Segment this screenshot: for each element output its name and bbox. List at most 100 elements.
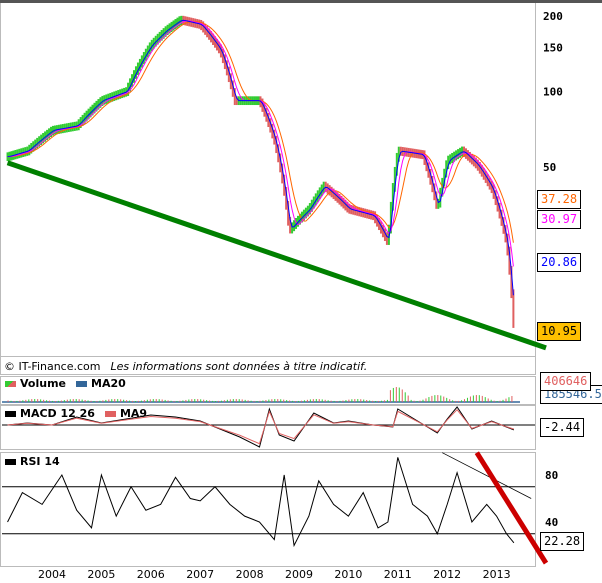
volume-bar: [10, 400, 12, 402]
volume-bar: [481, 395, 483, 402]
price-candle: [210, 31, 213, 43]
rsi-value: 22.28: [540, 532, 585, 551]
year-label: 2007: [186, 568, 215, 581]
price-candle: [81, 114, 84, 126]
volume-bar: [146, 399, 148, 402]
volume-bar: [63, 400, 65, 402]
volume-legend: Volume MA20: [5, 377, 126, 390]
price-candle: [271, 123, 274, 139]
volume-bar: [292, 400, 294, 402]
volume-bar: [395, 387, 397, 402]
price-candle: [99, 97, 102, 108]
price-candle: [44, 131, 47, 142]
volume-label: Volume: [20, 377, 66, 390]
volume-bar: [366, 400, 368, 402]
volume-bar: [351, 399, 353, 402]
macd-line: [7, 406, 515, 448]
volume-bar: [155, 399, 157, 402]
volume-bar: [461, 400, 463, 402]
price-candle: [464, 148, 467, 159]
volume-bar: [392, 387, 394, 402]
price-candle: [291, 222, 294, 234]
volume-bar: [54, 400, 56, 402]
price-candle: [95, 100, 98, 112]
ma-short-line: [7, 19, 514, 296]
price-candle: [344, 199, 347, 211]
price-candle: [229, 73, 232, 90]
price-candle: [310, 199, 313, 212]
volume-bar: [452, 400, 454, 402]
price-candle: [277, 144, 280, 163]
price-candle: [32, 141, 35, 152]
price-candle: [300, 211, 303, 223]
price-candle: [504, 225, 507, 243]
volume-bar: [25, 399, 27, 402]
price-candle: [466, 150, 469, 161]
price-candle: [168, 23, 171, 34]
volume-bar: [16, 400, 18, 402]
price-candle: [279, 153, 282, 173]
price-candle: [316, 190, 319, 203]
price-candle: [492, 184, 495, 199]
rsi-trendline: [442, 452, 532, 499]
volume-bar: [478, 395, 480, 402]
price-candle: [140, 55, 143, 68]
price-candle: [38, 136, 41, 147]
volume-bar: [342, 400, 344, 402]
price-candle: [320, 184, 323, 197]
price-candle: [338, 194, 341, 205]
price-candle: [287, 200, 290, 226]
price-candle: [427, 162, 430, 178]
volume-bar: [277, 399, 279, 402]
price-candle: [346, 201, 349, 213]
volume-bar: [300, 400, 302, 402]
panel-frame: [0, 356, 536, 375]
price-candle: [328, 185, 331, 196]
rsi-line: [7, 457, 515, 548]
volume-bar: [40, 399, 42, 402]
price-candle: [431, 175, 434, 193]
price-candle: [101, 95, 104, 106]
price-candle: [144, 48, 147, 61]
ma20-label: MA20: [91, 377, 126, 390]
volume-bar: [57, 400, 59, 402]
price-candle: [142, 52, 145, 65]
rsi-legend: RSI 14: [5, 455, 60, 468]
volume-bar: [271, 399, 273, 402]
price-candle: [314, 193, 317, 206]
volume-bar: [152, 399, 154, 402]
price-candle: [476, 159, 479, 171]
volume-bar: [502, 399, 504, 402]
volume-bar: [416, 400, 418, 402]
price-candle: [202, 21, 205, 33]
volume-bar: [111, 399, 113, 402]
volume-bar: [179, 400, 181, 402]
price-candle: [488, 177, 491, 190]
year-label: 2010: [334, 568, 363, 581]
volume-bar: [43, 399, 45, 402]
volume-bar: [318, 399, 320, 402]
volume-bar: [431, 395, 433, 402]
volume-bar: [235, 399, 237, 402]
price-candle: [472, 155, 475, 167]
price-candle: [235, 96, 238, 106]
price-candle: [443, 168, 446, 187]
ma-long-line: [7, 20, 514, 243]
price-candle: [393, 166, 396, 192]
volume-bar: [215, 400, 217, 402]
price-candle: [449, 154, 452, 165]
volume-bar: [203, 399, 205, 402]
price-candle: [508, 246, 511, 275]
volume-bar: [200, 399, 202, 402]
volume-bar: [72, 399, 74, 402]
volume-bar: [34, 399, 36, 402]
volume-bar: [105, 399, 107, 402]
volume-bar: [250, 400, 252, 402]
ma-mid-line: [7, 20, 514, 267]
price-candle: [131, 74, 134, 88]
volume-bar: [194, 399, 196, 402]
volume-bar: [455, 400, 457, 402]
price-candle: [304, 207, 307, 219]
price-candle: [289, 216, 292, 234]
